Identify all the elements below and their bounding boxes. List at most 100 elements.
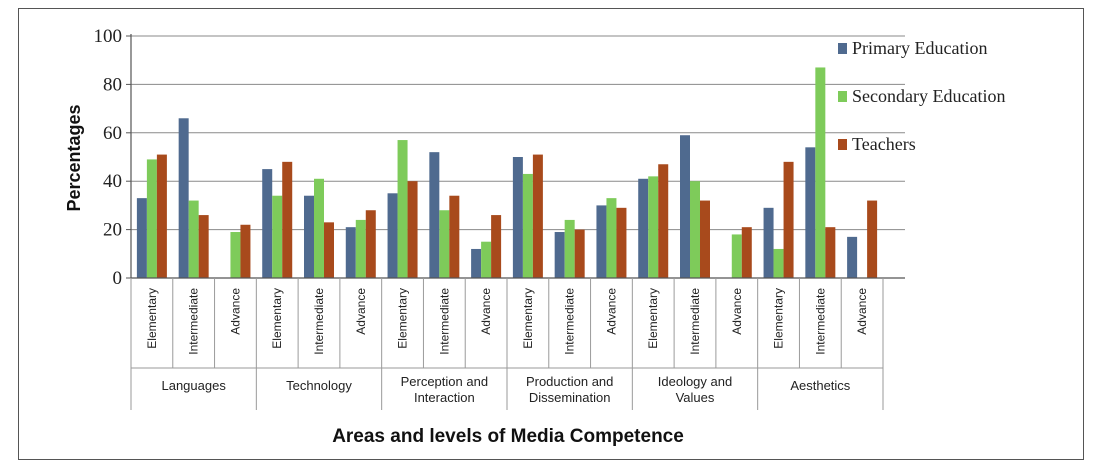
bar bbox=[272, 195, 283, 278]
bar bbox=[240, 224, 251, 278]
legend-swatch bbox=[838, 43, 847, 54]
bar bbox=[574, 229, 585, 278]
y-axis-title: Percentages bbox=[64, 104, 84, 211]
group-label-line: Languages bbox=[161, 378, 226, 393]
bar bbox=[439, 210, 450, 278]
bar bbox=[532, 154, 543, 278]
bar bbox=[387, 193, 398, 278]
y-tick-label: 0 bbox=[113, 268, 123, 289]
y-tick-label: 100 bbox=[94, 26, 123, 47]
group-label-line: Technology bbox=[286, 378, 352, 393]
bar bbox=[825, 227, 836, 278]
bar bbox=[314, 178, 324, 278]
level-label: Elementary bbox=[396, 288, 410, 349]
level-label: Advance bbox=[354, 288, 368, 335]
level-label: Advance bbox=[855, 288, 869, 335]
bar bbox=[178, 118, 189, 278]
group-label: Aesthetics bbox=[790, 378, 850, 393]
level-label: Elementary bbox=[772, 288, 786, 349]
level-label: Advance bbox=[730, 288, 744, 335]
bar bbox=[638, 178, 649, 278]
bar bbox=[606, 198, 617, 278]
level-label: Advance bbox=[228, 288, 242, 335]
level-label: Intermediate bbox=[437, 288, 451, 355]
group-label: Production and Dissemination bbox=[526, 374, 613, 405]
bar bbox=[596, 205, 607, 278]
legend-label: Teachers bbox=[852, 134, 916, 154]
axes: 0 20 40 60 80 100 bbox=[94, 26, 905, 289]
bar bbox=[304, 195, 314, 278]
bar bbox=[680, 135, 690, 278]
group-label-line: Values bbox=[676, 390, 715, 405]
bar bbox=[783, 161, 794, 278]
axis-labels: Elementary Intermediate Advance Elementary I… bbox=[130, 278, 884, 410]
bar bbox=[481, 241, 492, 278]
bar bbox=[449, 195, 460, 278]
level-label: Intermediate bbox=[813, 288, 827, 355]
bar bbox=[522, 173, 533, 278]
legend-label: Secondary Education bbox=[852, 86, 1005, 106]
bar bbox=[345, 227, 356, 278]
group-label-line: Ideology and bbox=[658, 374, 732, 389]
legend-swatch bbox=[838, 139, 847, 150]
bar bbox=[648, 176, 659, 278]
level-label: Intermediate bbox=[563, 288, 577, 355]
bar bbox=[815, 67, 826, 279]
bar bbox=[230, 232, 241, 278]
bars bbox=[136, 67, 878, 279]
bar bbox=[731, 234, 742, 278]
bar bbox=[188, 200, 199, 278]
bar bbox=[324, 222, 334, 278]
y-tick-label: 80 bbox=[103, 74, 122, 95]
group-label-line: Perception and bbox=[401, 374, 488, 389]
group-label: Perception and Interaction bbox=[401, 374, 488, 405]
level-label: Elementary bbox=[145, 288, 159, 349]
bar bbox=[512, 157, 523, 278]
legend-swatch bbox=[838, 91, 847, 102]
group-label: Ideology and Values bbox=[658, 374, 732, 405]
bar bbox=[741, 227, 752, 278]
bar bbox=[156, 154, 167, 278]
legend: Primary Education Secondary Education Teac… bbox=[838, 38, 1005, 154]
level-label: Intermediate bbox=[688, 288, 702, 355]
bar bbox=[690, 181, 700, 278]
level-label: Advance bbox=[604, 288, 618, 335]
bar bbox=[564, 219, 575, 278]
group-label-line: Interaction bbox=[414, 390, 475, 405]
group-label-line: Production and bbox=[526, 374, 613, 389]
bar bbox=[847, 236, 858, 278]
bar bbox=[397, 140, 408, 278]
bar bbox=[616, 207, 627, 278]
level-label: Elementary bbox=[521, 288, 535, 349]
bar bbox=[198, 215, 209, 278]
bar bbox=[658, 164, 669, 278]
y-tick-label: 20 bbox=[103, 220, 122, 241]
level-label: Elementary bbox=[270, 288, 284, 349]
group-label: Technology bbox=[286, 378, 352, 393]
y-tick-label: 40 bbox=[103, 171, 122, 192]
bar bbox=[773, 248, 784, 278]
y-tick-label: 60 bbox=[103, 123, 122, 144]
bar bbox=[471, 248, 482, 278]
bar bbox=[429, 152, 440, 278]
bar bbox=[262, 169, 273, 278]
level-label: Intermediate bbox=[187, 288, 201, 355]
bar bbox=[407, 181, 418, 278]
bar bbox=[282, 161, 293, 278]
bar bbox=[805, 147, 816, 278]
legend-label: Primary Education bbox=[852, 38, 987, 58]
bar bbox=[867, 200, 878, 278]
group-label-line: Aesthetics bbox=[790, 378, 850, 393]
bar bbox=[365, 210, 376, 278]
level-label: Advance bbox=[479, 288, 493, 335]
bar bbox=[491, 215, 502, 278]
bar bbox=[763, 207, 774, 278]
bar bbox=[700, 200, 710, 278]
bar bbox=[554, 232, 565, 278]
level-label: Elementary bbox=[646, 288, 660, 349]
bar bbox=[355, 219, 366, 278]
level-label: Intermediate bbox=[312, 288, 326, 355]
x-axis-title: Areas and levels of Media Competence bbox=[332, 426, 684, 447]
group-label: Languages bbox=[161, 378, 226, 393]
